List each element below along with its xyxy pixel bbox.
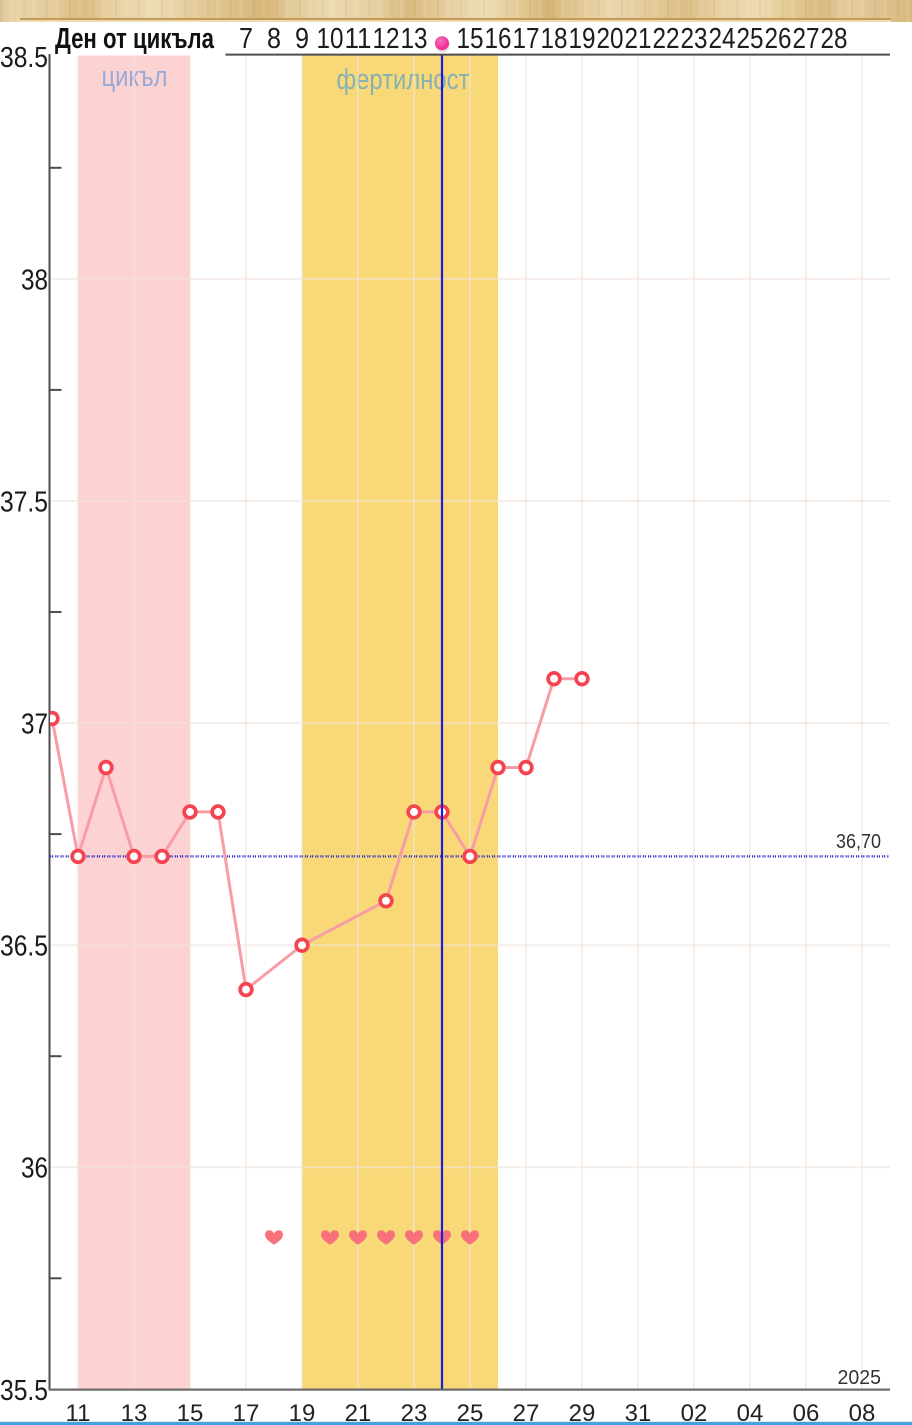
svg-text:27: 27 xyxy=(513,1400,540,1425)
svg-text:20: 20 xyxy=(597,23,624,55)
svg-text:9: 9 xyxy=(295,23,309,55)
svg-text:25: 25 xyxy=(457,1400,484,1425)
svg-text:08: 08 xyxy=(849,1400,876,1425)
svg-text:36: 36 xyxy=(21,1153,48,1185)
svg-text:23: 23 xyxy=(401,1400,428,1425)
svg-text:36.5: 36.5 xyxy=(0,931,48,963)
svg-text:29: 29 xyxy=(569,1400,596,1425)
svg-text:13: 13 xyxy=(401,23,428,55)
svg-text:11: 11 xyxy=(345,23,372,55)
svg-text:13: 13 xyxy=(121,1400,148,1425)
svg-text:21: 21 xyxy=(625,23,652,55)
svg-text:11: 11 xyxy=(66,1400,91,1425)
svg-text:25: 25 xyxy=(737,23,764,55)
svg-text:19: 19 xyxy=(569,23,596,55)
svg-text:31: 31 xyxy=(625,1400,652,1425)
svg-text:16: 16 xyxy=(485,23,512,55)
svg-text:26: 26 xyxy=(765,23,792,55)
svg-text:17: 17 xyxy=(513,23,540,55)
svg-text:02: 02 xyxy=(681,1400,708,1425)
svg-text:фертилност: фертилност xyxy=(337,64,470,96)
svg-text:04: 04 xyxy=(737,1400,764,1425)
svg-text:27: 27 xyxy=(793,23,820,55)
svg-text:7: 7 xyxy=(239,23,253,55)
svg-text:19: 19 xyxy=(289,1400,316,1425)
svg-text:21: 21 xyxy=(345,1400,372,1425)
svg-text:17: 17 xyxy=(233,1400,260,1425)
svg-text:06: 06 xyxy=(793,1400,820,1425)
svg-text:37: 37 xyxy=(21,709,48,741)
svg-text:36,70: 36,70 xyxy=(836,830,881,853)
svg-text:28: 28 xyxy=(821,23,848,55)
svg-text:37.5: 37.5 xyxy=(0,486,48,518)
svg-text:10: 10 xyxy=(317,23,344,55)
svg-text:12: 12 xyxy=(373,23,400,55)
svg-text:18: 18 xyxy=(541,23,568,55)
svg-text:2025: 2025 xyxy=(838,1366,882,1389)
svg-text:24: 24 xyxy=(709,23,736,55)
svg-text:22: 22 xyxy=(653,23,680,55)
svg-text:8: 8 xyxy=(267,23,281,55)
svg-text:35.5: 35.5 xyxy=(0,1375,48,1407)
svg-text:38.5: 38.5 xyxy=(0,42,48,74)
svg-text:23: 23 xyxy=(681,23,708,55)
svg-text:15: 15 xyxy=(177,1400,204,1425)
svg-text:38: 38 xyxy=(21,264,48,296)
svg-text:15: 15 xyxy=(457,23,484,55)
svg-text:Ден от цикъла: Ден от цикъла xyxy=(55,23,215,55)
